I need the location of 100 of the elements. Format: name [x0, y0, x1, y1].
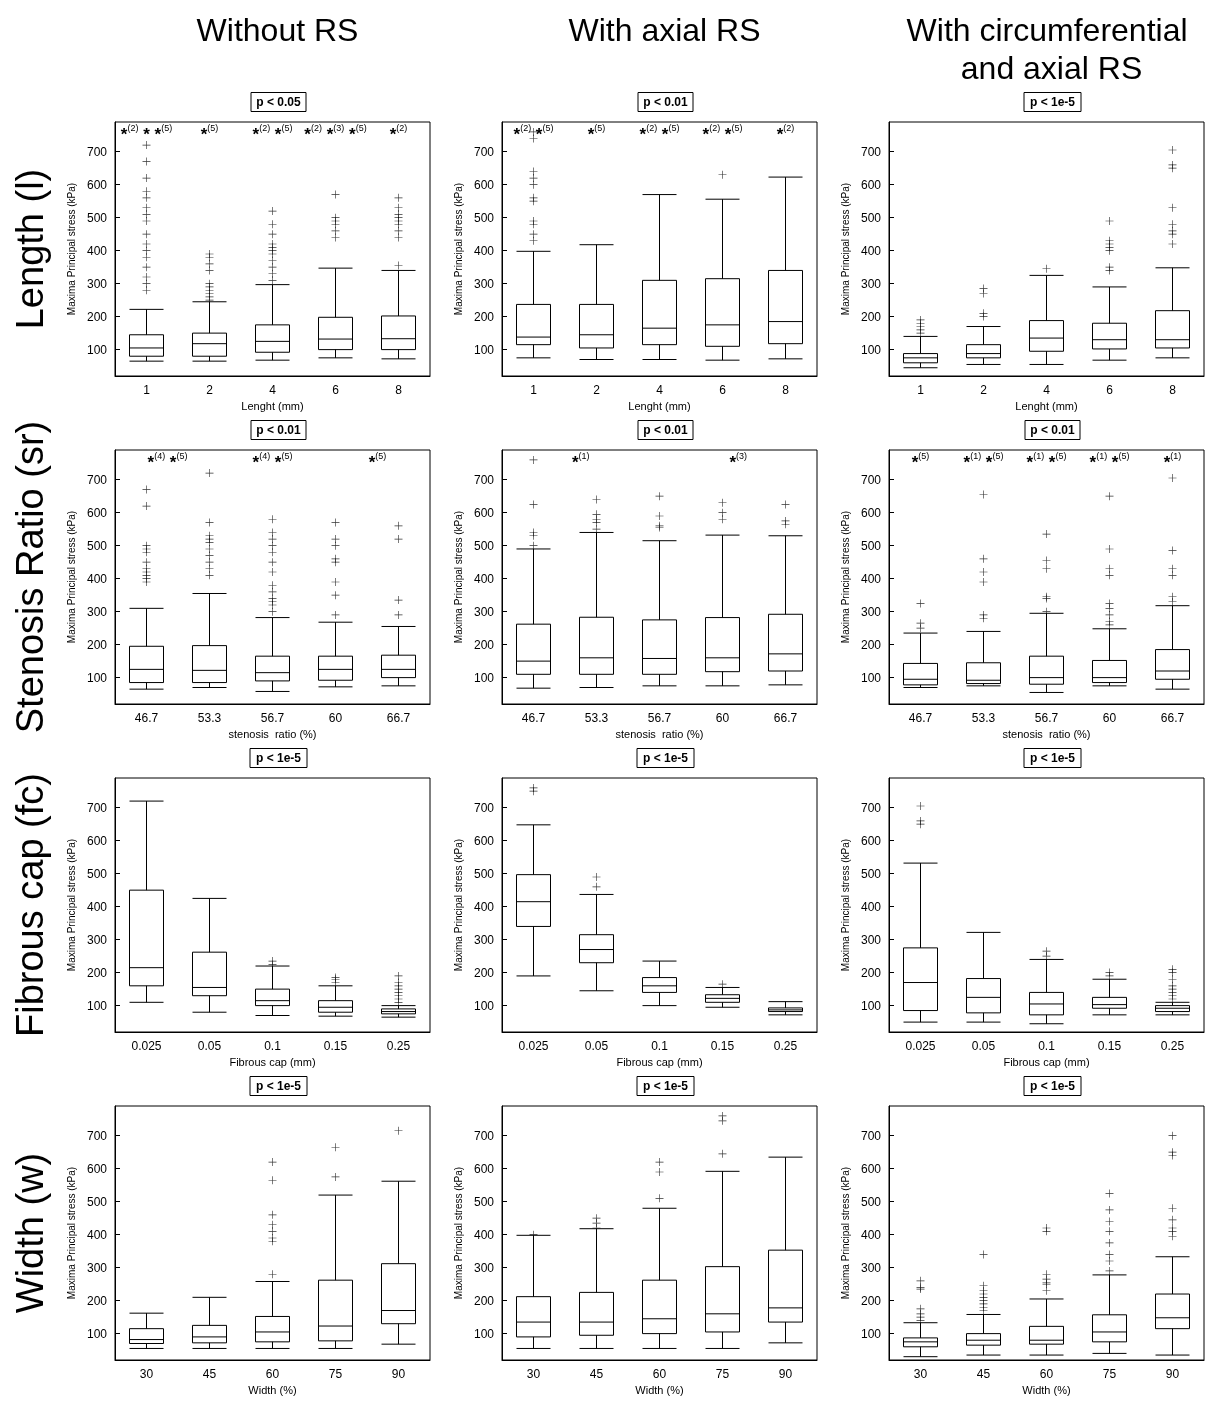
y-axis-title: Maxima Principal stress (kPa): [452, 182, 464, 316]
y-tick-label: 700: [86, 144, 108, 159]
y-axis-title: Maxima Principal stress (kPa): [839, 838, 851, 972]
y-tick-label: 400: [473, 899, 495, 914]
chart-title: p < 1e-5: [642, 751, 689, 765]
y-axis-title: Maxima Principal stress (kPa): [839, 1166, 851, 1300]
y-tick-label: 200: [86, 1293, 108, 1308]
y-axis-title: Maxima Principal stress (kPa): [839, 510, 851, 644]
x-tick-label: 0.15: [1097, 1039, 1122, 1053]
y-tick-label: 300: [473, 932, 495, 947]
y-tick-label: 700: [86, 1128, 108, 1143]
y-tick-label: 100: [86, 342, 108, 357]
x-tick-label: 0.25: [773, 1039, 798, 1053]
x-tick-label: 53.3: [971, 711, 996, 725]
x-tick-label: 90: [1165, 1367, 1180, 1381]
x-tick-label: 4: [269, 383, 277, 397]
y-axis-title: Maxima Principal stress (kPa): [65, 1166, 77, 1300]
x-tick-label: 2: [206, 383, 214, 397]
x-tick-label: 0.25: [386, 1039, 411, 1053]
x-axis-title: stenosis ratio (%): [1002, 728, 1091, 741]
x-tick-label: 8: [1169, 383, 1177, 397]
y-tick-label: 600: [86, 505, 108, 520]
x-axis-title: Lenght (mm): [241, 400, 304, 413]
y-tick-label: 300: [86, 1260, 108, 1275]
y-tick-label: 100: [86, 998, 108, 1013]
x-tick-label: 2: [593, 383, 601, 397]
y-axis-title: Maxima Principal stress (kPa): [452, 510, 464, 644]
y-tick-label: 500: [473, 866, 495, 881]
y-tick-label: 700: [473, 144, 495, 159]
x-tick-label: 60: [265, 1367, 280, 1381]
y-tick-label: 500: [473, 1194, 495, 1209]
y-tick-label: 400: [860, 899, 882, 914]
x-tick-label: 8: [395, 383, 403, 397]
y-tick-label: 100: [860, 670, 882, 685]
y-tick-label: 300: [860, 932, 882, 947]
x-axis-title: Lenght (mm): [1015, 400, 1078, 413]
y-tick-label: 100: [473, 998, 495, 1013]
x-tick-label: 1: [530, 383, 538, 397]
x-tick-label: 46.7: [908, 711, 933, 725]
y-tick-label: 700: [86, 472, 108, 487]
y-axis-title: Maxima Principal stress (kPa): [452, 838, 464, 972]
x-tick-label: 6: [1106, 383, 1114, 397]
y-tick-label: 400: [473, 243, 495, 258]
y-tick-label: 600: [860, 1161, 882, 1176]
text: Fibrous cap (fc): [9, 773, 51, 1037]
chart-title: p < 1e-5: [255, 1079, 302, 1093]
y-tick-label: 100: [86, 670, 108, 685]
x-axis-title: stenosis ratio (%): [228, 728, 317, 741]
x-tick-label: 6: [332, 383, 340, 397]
y-tick-label: 300: [860, 1260, 882, 1275]
y-tick-label: 200: [86, 309, 108, 324]
y-tick-label: 400: [86, 571, 108, 586]
x-tick-label: 0.025: [518, 1039, 549, 1053]
y-tick-label: 700: [473, 472, 495, 487]
x-tick-label: 0.25: [1160, 1039, 1185, 1053]
text: Width (w): [9, 1152, 51, 1314]
x-tick-label: 2: [980, 383, 988, 397]
y-tick-label: 200: [473, 309, 495, 324]
y-tick-label: 200: [86, 965, 108, 980]
chart-title: p < 1e-5: [1029, 95, 1076, 109]
x-tick-label: 1: [143, 383, 151, 397]
y-tick-label: 600: [860, 833, 882, 848]
x-tick-label: 0.025: [905, 1039, 936, 1053]
y-tick-label: 200: [860, 637, 882, 652]
x-axis-title: Lenght (mm): [628, 400, 691, 413]
x-tick-label: 0.05: [584, 1039, 609, 1053]
x-tick-label: 1: [917, 383, 925, 397]
chart-title: p < 1e-5: [642, 1079, 689, 1093]
y-tick-label: 100: [860, 342, 882, 357]
y-tick-label: 400: [86, 1227, 108, 1242]
chart-title: p < 1e-5: [1029, 751, 1076, 765]
y-tick-label: 600: [86, 177, 108, 192]
y-tick-label: 400: [473, 1227, 495, 1242]
x-tick-label: 8: [782, 383, 790, 397]
x-tick-label: 0.025: [131, 1039, 162, 1053]
y-tick-label: 600: [86, 1161, 108, 1176]
y-tick-label: 100: [473, 1326, 495, 1341]
x-tick-label: 0.05: [971, 1039, 996, 1053]
y-tick-label: 600: [473, 1161, 495, 1176]
chart-title: p < 0.05: [256, 95, 301, 109]
y-tick-label: 400: [860, 571, 882, 586]
x-axis-title: Fibrous cap (mm): [616, 1056, 703, 1069]
y-tick-label: 200: [473, 965, 495, 980]
x-tick-label: 66.7: [386, 711, 411, 725]
x-axis-title: Width (%): [1022, 1384, 1071, 1397]
y-tick-label: 300: [473, 276, 495, 291]
y-tick-label: 700: [860, 472, 882, 487]
x-tick-label: 6: [719, 383, 727, 397]
y-tick-label: 400: [860, 1227, 882, 1242]
y-tick-label: 400: [86, 899, 108, 914]
x-tick-label: 4: [1043, 383, 1051, 397]
y-tick-label: 200: [86, 637, 108, 652]
y-tick-label: 100: [860, 1326, 882, 1341]
y-tick-label: 600: [860, 177, 882, 192]
x-tick-label: 60: [1039, 1367, 1054, 1381]
y-tick-label: 300: [86, 932, 108, 947]
y-tick-label: 300: [86, 604, 108, 619]
y-tick-label: 700: [860, 800, 882, 815]
x-tick-label: 56.7: [260, 711, 285, 725]
x-tick-label: 46.7: [521, 711, 546, 725]
